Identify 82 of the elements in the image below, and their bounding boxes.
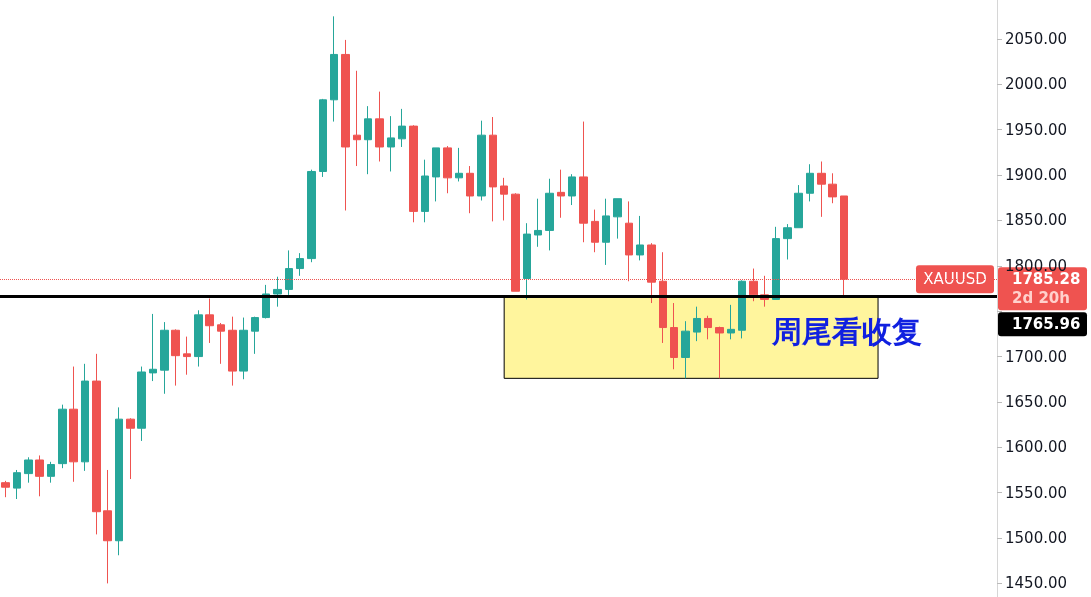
y-tick-label: 1450.00 bbox=[1005, 574, 1068, 593]
candlestick bbox=[772, 226, 780, 300]
candlestick bbox=[443, 145, 452, 194]
candlestick bbox=[500, 177, 508, 221]
candlestick bbox=[115, 406, 123, 556]
candlestick bbox=[228, 316, 237, 387]
candlestick bbox=[194, 309, 203, 368]
candlestick bbox=[591, 209, 599, 253]
candlestick bbox=[103, 469, 112, 584]
candlestick bbox=[171, 328, 180, 387]
candlestick bbox=[534, 198, 542, 248]
candlestick bbox=[13, 469, 21, 500]
candlestick bbox=[636, 215, 644, 261]
candlestick bbox=[205, 298, 214, 344]
y-tick-label: 1700.00 bbox=[1005, 347, 1068, 366]
annotation: XAUUSD bbox=[923, 270, 987, 289]
candlestick bbox=[794, 184, 803, 229]
candlestick bbox=[296, 252, 304, 277]
candlestick bbox=[307, 169, 316, 263]
candlestick bbox=[183, 336, 191, 376]
candlestick bbox=[24, 456, 33, 484]
candlestick bbox=[137, 366, 146, 442]
candlestick bbox=[251, 316, 259, 355]
candlestick bbox=[47, 461, 55, 484]
text: 2d 20h bbox=[1012, 289, 1070, 308]
candlestick bbox=[704, 315, 712, 340]
y-tick-label: 2000.00 bbox=[1005, 75, 1068, 94]
candlestick bbox=[421, 159, 429, 223]
ref-line-label: 1785.28 bbox=[1012, 270, 1081, 289]
candlestick bbox=[217, 322, 225, 365]
candlestick bbox=[126, 417, 135, 480]
candlestick bbox=[239, 317, 248, 380]
candlestick bbox=[681, 320, 690, 379]
candlestick bbox=[387, 115, 395, 172]
candlestick bbox=[149, 313, 157, 382]
y-tick-label: 1550.00 bbox=[1005, 483, 1068, 502]
candlestick bbox=[364, 105, 372, 175]
candlestick bbox=[432, 147, 440, 202]
candlestick bbox=[568, 173, 576, 206]
candlestick bbox=[285, 249, 293, 296]
ref-line-label: 1765.96 bbox=[1012, 315, 1081, 334]
candlestick bbox=[353, 70, 361, 167]
candlestick bbox=[69, 366, 78, 483]
candlestick bbox=[273, 276, 282, 308]
y-tick-label: 1850.00 bbox=[1005, 211, 1068, 230]
y-tick-label: 2050.00 bbox=[1005, 30, 1068, 49]
candlestick bbox=[693, 306, 701, 342]
candlestick bbox=[58, 404, 67, 469]
candlestick bbox=[489, 116, 497, 222]
candlestick bbox=[579, 121, 588, 243]
candlestick bbox=[783, 223, 792, 260]
y-tick-label: 1500.00 bbox=[1005, 529, 1068, 548]
candlestick bbox=[466, 165, 474, 214]
candlestick bbox=[319, 98, 327, 178]
candlestick bbox=[35, 454, 44, 497]
candlestick bbox=[330, 15, 338, 123]
y-tick-label: 1950.00 bbox=[1005, 120, 1068, 139]
candlestick bbox=[92, 353, 101, 535]
candlestick bbox=[81, 363, 89, 472]
candlestick bbox=[409, 124, 418, 223]
candlestick bbox=[523, 222, 531, 300]
candlestick bbox=[670, 302, 678, 370]
candlestick bbox=[715, 326, 724, 379]
y-tick-label: 1900.00 bbox=[1005, 166, 1068, 185]
candlestick bbox=[738, 279, 746, 339]
candlestick bbox=[455, 147, 463, 182]
candlestick bbox=[613, 198, 622, 240]
candlestick bbox=[160, 321, 169, 395]
y-tick-label: 1600.00 bbox=[1005, 438, 1068, 457]
candlestick bbox=[727, 304, 735, 340]
candlestick bbox=[602, 198, 610, 266]
candlestick bbox=[1, 480, 10, 498]
candlestick bbox=[477, 120, 486, 202]
candlestick bbox=[375, 91, 384, 162]
candlestick bbox=[341, 39, 350, 211]
y-tick-label: 1650.00 bbox=[1005, 392, 1068, 411]
candlestick bbox=[545, 178, 554, 251]
candlestick bbox=[806, 163, 814, 202]
candlestick bbox=[398, 108, 406, 148]
candlestick bbox=[817, 161, 826, 218]
candlestick bbox=[557, 169, 565, 219]
candlestick bbox=[828, 172, 837, 204]
